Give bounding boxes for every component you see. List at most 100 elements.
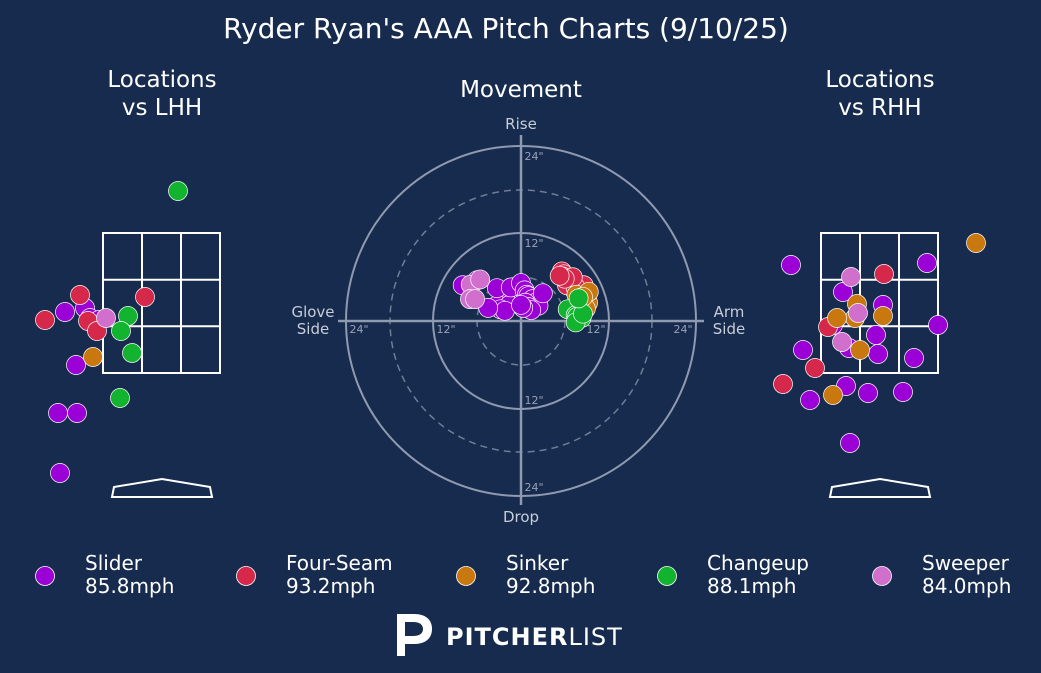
ring-label-left-24: 24" (349, 323, 368, 336)
rhh-point-sweeper (848, 303, 868, 323)
legend-speed-four-seam: 93.2mph (286, 574, 375, 598)
rhh-point-slider (840, 433, 860, 453)
lhh-points (35, 181, 188, 483)
movement-label-rise: Rise (505, 115, 537, 133)
lhh-title-line-1: Locations (107, 67, 216, 93)
rhh-point-four-seam (773, 374, 793, 394)
legend-speed-sweeper: 84.0mph (922, 574, 1011, 598)
pitcherlist-wordmark: PITCHERLIST (446, 623, 623, 651)
lhh-point-slider (66, 355, 86, 375)
lhh-point-sweeper (96, 308, 116, 328)
lhh-point-slider (67, 403, 87, 423)
rhh-points (773, 233, 986, 453)
rhh-point-slider (917, 253, 937, 273)
rhh-point-four-seam (805, 358, 825, 378)
rhh-point-sinker (966, 233, 986, 253)
rhh-point-slider (800, 390, 820, 410)
ring-label-top-12: 12" (524, 237, 543, 250)
ring-label-left-12: 12" (436, 323, 455, 336)
ring-label-bottom-24: 24" (524, 481, 543, 494)
movement-point-sweeper (465, 289, 485, 309)
legend-item-changeup: Changeup 88.1mph (657, 551, 809, 598)
rhh-point-sinker (827, 308, 847, 328)
legend-item-sweeper: Sweeper 84.0mph (872, 551, 1011, 598)
ring-label-right-24: 24" (673, 323, 692, 336)
movement-point-four-seam (549, 265, 570, 286)
legend-item-slider: Slider 85.8mph (35, 551, 174, 598)
lhh-strike-zone (102, 232, 221, 374)
lhh-point-four-seam (70, 285, 90, 305)
rhh-point-slider (781, 255, 801, 275)
rhh-point-sinker (850, 340, 870, 360)
movement-point-slider (511, 295, 531, 315)
lhh-point-sinker (83, 347, 103, 367)
brand-light: LIST (568, 623, 622, 651)
movement-point-changeup (568, 288, 589, 309)
rhh-point-slider (866, 325, 886, 345)
legend-label-four-seam: Four-Seam (286, 551, 393, 575)
legend-label-sweeper: Sweeper (922, 551, 1010, 575)
legend-swatch-sinker (456, 566, 476, 586)
ring-label-bottom-12: 12" (524, 394, 543, 407)
legend-label-changeup: Changeup (707, 551, 809, 575)
lhh-home-plate (110, 477, 214, 498)
lhh-point-slider (55, 302, 75, 322)
rhh-point-slider (893, 382, 913, 402)
ring-label-right-12: 12" (586, 323, 605, 336)
lhh-point-slider (50, 463, 70, 483)
legend-swatch-four-seam (236, 566, 256, 586)
legend-speed-sinker: 92.8mph (506, 574, 595, 598)
rhh-point-sweeper (832, 332, 852, 352)
legend-swatch-changeup (657, 566, 677, 586)
legend-item-sinker: Sinker 92.8mph (456, 551, 595, 598)
rhh-point-slider (928, 315, 948, 335)
pitcherlist-logo: PITCHERLIST (397, 614, 623, 656)
brand-bold: PITCHER (446, 623, 568, 651)
rhh-title-line-1: Locations (825, 67, 934, 93)
lhh-point-changeup (168, 181, 188, 201)
rhh-location-panel: Locations vs RHH (773, 67, 986, 498)
lhh-point-four-seam (135, 287, 155, 307)
movement-ring-labels: 24" 12" 12" 24" 24" 12" 12" 24" (349, 150, 692, 494)
movement-points (452, 261, 599, 333)
lhh-point-changeup (111, 321, 131, 341)
legend-swatch-slider (35, 566, 55, 586)
rhh-title-line-2: vs RHH (838, 95, 921, 121)
lhh-point-changeup (110, 388, 130, 408)
pitcherlist-logo-icon (397, 614, 432, 656)
movement-panel: Movement Rise Drop Glove Side Arm Side 2… (291, 77, 745, 526)
movement-point-sweeper (470, 269, 491, 290)
rhh-point-sweeper (841, 267, 861, 287)
lhh-title-line-2: vs LHH (122, 95, 202, 121)
movement-label-glove-2: Side (297, 320, 329, 338)
rhh-point-slider (793, 340, 813, 360)
legend-item-four-seam: Four-Seam 93.2mph (236, 551, 393, 598)
movement-title: Movement (460, 77, 582, 103)
rhh-point-sinker (873, 306, 893, 326)
lhh-location-panel: Locations vs LHH (35, 67, 221, 498)
legend: Slider 85.8mph Four-Seam 93.2mph Sinker … (35, 551, 1011, 598)
legend-swatch-sweeper (872, 566, 892, 586)
lhh-point-four-seam (35, 310, 55, 330)
movement-point-slider (533, 283, 553, 304)
rhh-point-four-seam (874, 264, 894, 284)
movement-label-arm-2: Side (713, 320, 745, 338)
ring-label-top-24: 24" (524, 150, 543, 163)
legend-speed-changeup: 88.1mph (707, 574, 796, 598)
legend-speed-slider: 85.8mph (85, 574, 174, 598)
lhh-point-slider (48, 403, 68, 423)
movement-label-drop: Drop (503, 508, 539, 526)
movement-label-glove-1: Glove (291, 303, 334, 321)
rhh-home-plate (828, 477, 932, 498)
movement-rings (338, 135, 704, 505)
chart-title: Ryder Ryan's AAA Pitch Charts (9/10/25) (223, 12, 789, 45)
legend-label-slider: Slider (85, 551, 143, 575)
movement-label-arm-1: Arm (714, 303, 745, 321)
lhh-point-changeup (122, 343, 142, 363)
legend-label-sinker: Sinker (506, 551, 569, 575)
rhh-point-sinker (823, 385, 843, 405)
rhh-point-slider (858, 383, 878, 403)
rhh-point-slider (868, 344, 888, 364)
rhh-point-slider (904, 348, 924, 368)
